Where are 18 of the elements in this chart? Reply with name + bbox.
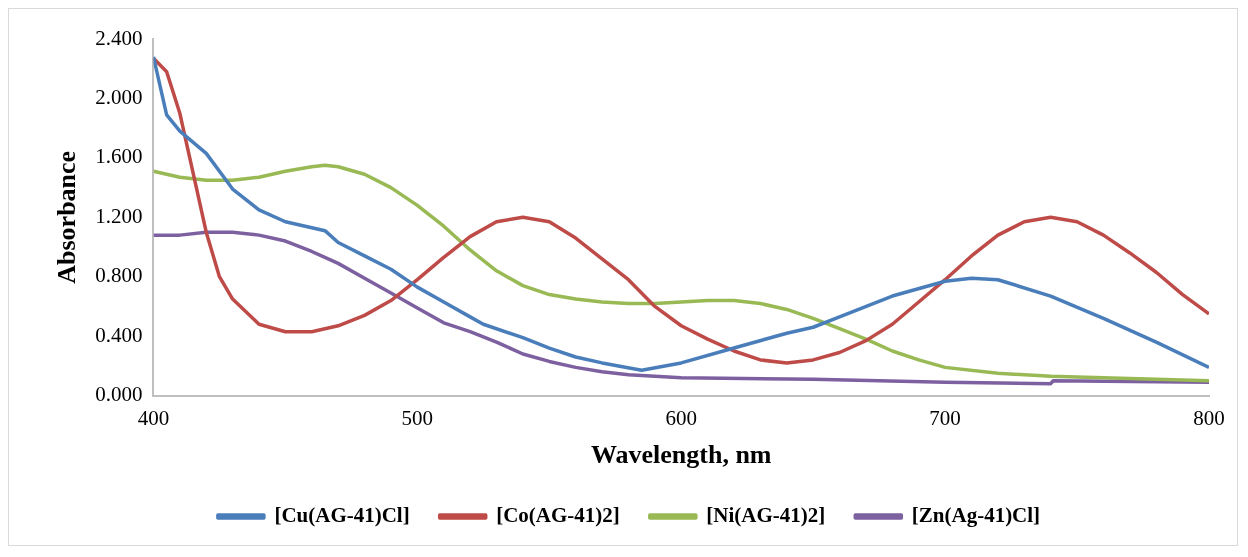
y-tick-label: 0.400	[95, 322, 143, 347]
y-tick-label: 1.600	[95, 144, 143, 169]
legend-label: [Zn(Ag-41)Cl]	[911, 502, 1041, 527]
legend-label: [Co(AG-41)2]	[496, 502, 620, 527]
y-axis-title: Absorbance	[52, 150, 82, 284]
y-tick-label: 1.200	[95, 203, 143, 228]
legend-label: [Ni(AG-41)2]	[706, 502, 826, 527]
y-tick-label: 0.000	[95, 382, 143, 407]
x-axis-title: Wavelength, nm	[590, 440, 772, 470]
y-tick-label: 2.000	[95, 84, 143, 109]
x-tick-label: 700	[929, 405, 961, 430]
x-tick-label: 400	[137, 405, 170, 430]
x-tick-label: 600	[665, 405, 697, 430]
y-tick-label: 0.800	[95, 263, 143, 288]
y-tick-label: 2.400	[95, 25, 143, 50]
x-tick-label: 800	[1193, 405, 1225, 430]
legend-label: [Cu(AG-41)Cl]	[274, 502, 410, 527]
x-tick-label: 500	[401, 405, 434, 430]
